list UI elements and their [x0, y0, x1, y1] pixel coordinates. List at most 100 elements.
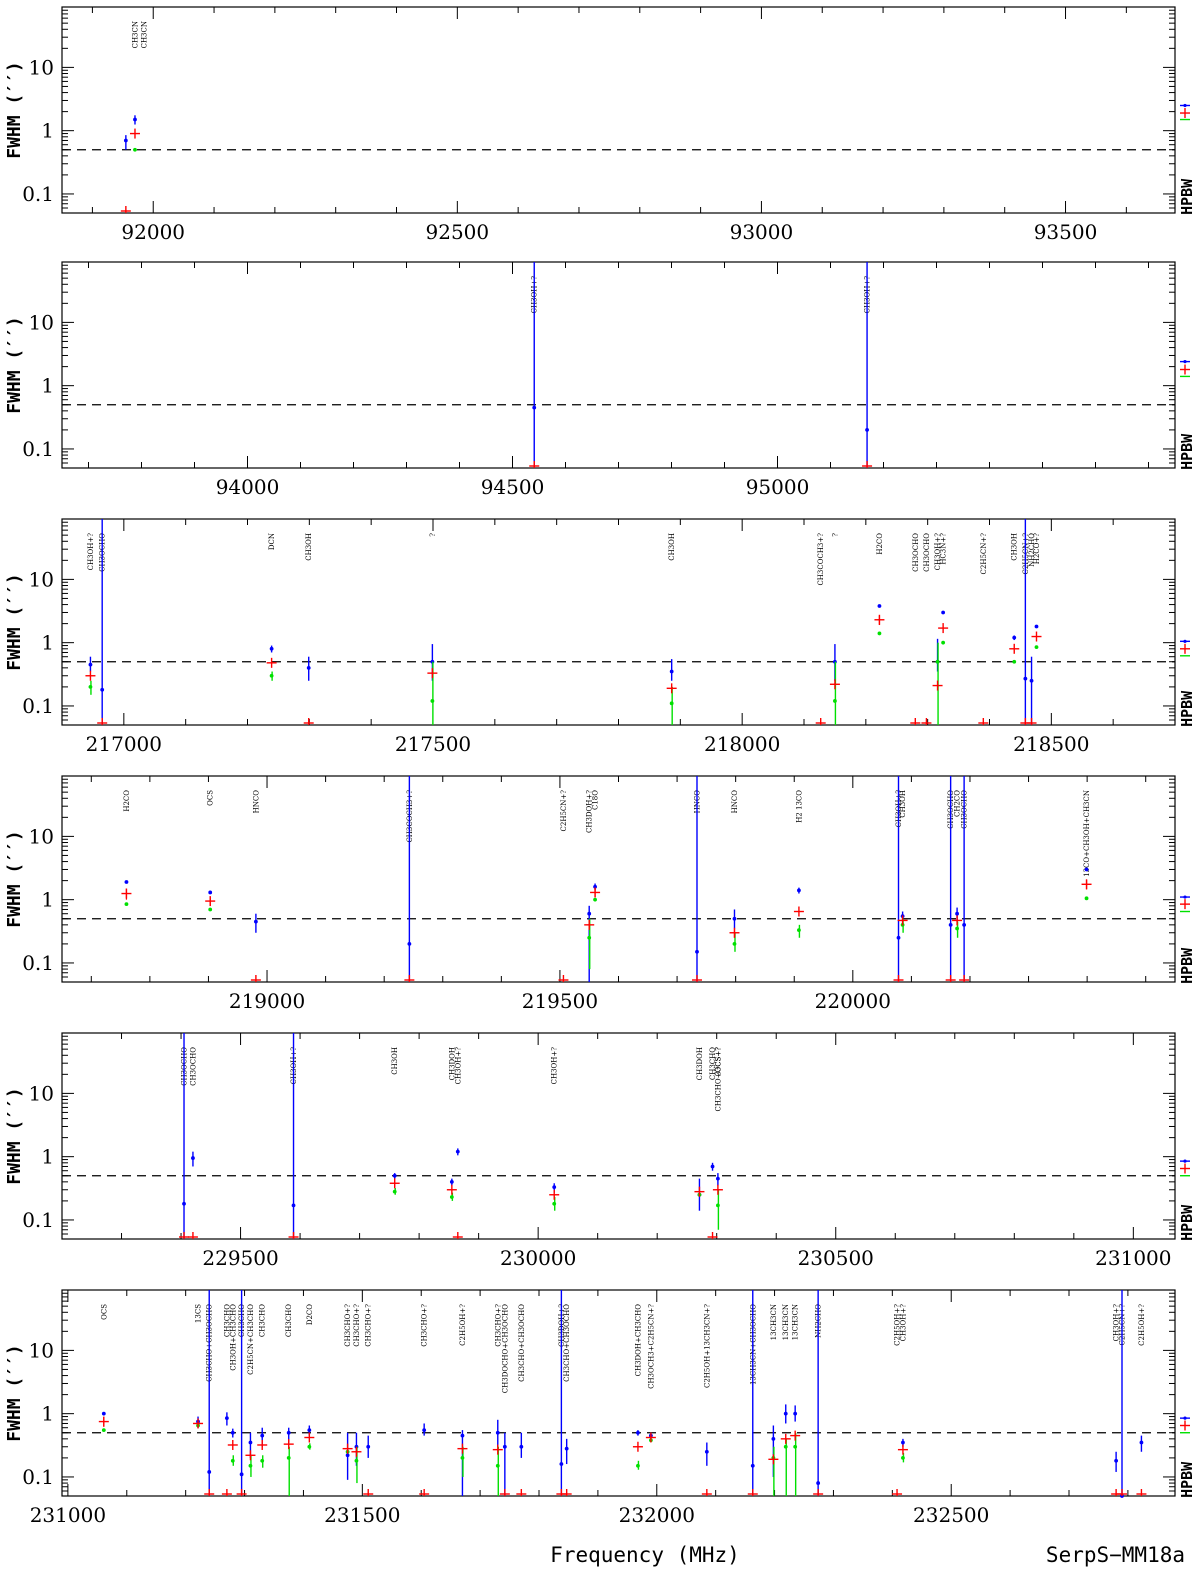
- point-blue: [552, 1185, 557, 1190]
- point-green: [1034, 645, 1039, 650]
- point-blue: [704, 1449, 709, 1454]
- point-blue: [793, 1411, 798, 1416]
- point-green: [901, 1456, 905, 1460]
- x-tick-label: 217000: [86, 732, 162, 756]
- chart-panel-1: 0.1 1 10 92000 92500 93000 93500 FWHM (′′) HPBW C…: [4, 6, 1196, 244]
- line-label: CH3CHO+?: [494, 1304, 502, 1347]
- point-green: [669, 701, 674, 706]
- line-label: CH3OH: [305, 533, 313, 561]
- point-green: [935, 659, 940, 664]
- point-green: [955, 926, 959, 931]
- point-green: [593, 897, 597, 902]
- chart-panel-5: 0.1 1 10 229500 230000 230500 231000 FWHM (′′) H…: [4, 1032, 1196, 1270]
- line-label: OCS: [207, 790, 215, 806]
- line-label: 13CH3CN: [782, 1304, 790, 1340]
- y-axis-title: FWHM (′′): [4, 61, 25, 159]
- y-tick-label: 1: [41, 119, 54, 143]
- plot-frame: [61, 775, 1176, 983]
- point-green: [248, 1463, 253, 1468]
- line-label: CH3OH+?: [551, 1047, 559, 1085]
- line-label: CH3OH+?: [934, 533, 942, 571]
- line-label: CH3OH: [668, 533, 676, 561]
- line-label: CH3OH: [1011, 533, 1019, 561]
- point-blue: [1114, 1458, 1119, 1463]
- line-label: C2H5CN+CH3CHO: [247, 1304, 255, 1375]
- point-blue: [710, 1164, 715, 1169]
- y-tick-label: 0.1: [22, 951, 54, 975]
- hpbw-label: HPBW: [1178, 690, 1196, 727]
- line-label: CH3CHO+?: [421, 1304, 429, 1347]
- point-blue: [101, 1411, 106, 1416]
- line-label: CH3OH+?: [899, 1304, 907, 1342]
- point-blue: [407, 942, 412, 946]
- x-tick-label: 230000: [500, 1246, 576, 1270]
- point-green: [101, 1428, 106, 1432]
- line-label: C2H5OH+13CH3CN+?: [703, 1304, 711, 1388]
- chart-panel-2: 0.1 1 10 94000 94500 95000 FWHM (′′) HPBW CH3OH+…: [4, 261, 1196, 499]
- point-blue: [460, 1433, 465, 1438]
- point-blue: [239, 1472, 244, 1477]
- line-label: H2CO+?: [1033, 533, 1041, 565]
- point-blue: [224, 1416, 229, 1421]
- line-label: CH3CHO+?: [344, 1304, 352, 1347]
- data-markers: CH3OCHOCH3OCHOCH3OH+?CH3OHCH3DOHCH3OH+?C…: [179, 1033, 723, 1239]
- line-label: D2CO: [306, 1304, 314, 1325]
- line-label: CH3CHO: [709, 1047, 717, 1080]
- point-blue: [732, 916, 737, 921]
- y-tick-label: 10: [29, 1081, 54, 1105]
- hpbw-label: HPBW: [1178, 178, 1196, 215]
- point-green: [793, 1444, 798, 1449]
- chart-panel-3: 0.1 1 10 217000 217500 218000 218500 FWHM (′′) H…: [4, 518, 1196, 756]
- data-markers: CH3OH+?CH3OCHODCNCH3OH?CH3OHCH3COCH3+??H…: [85, 519, 1042, 725]
- hpbw-label: HPBW: [1178, 1461, 1196, 1498]
- hpbw-label: HPBW: [1178, 433, 1196, 470]
- x-tick-label: 94000: [216, 475, 280, 499]
- plot-frame: [61, 518, 1176, 726]
- point-green: [636, 1463, 640, 1468]
- line-label: CH3OH: [899, 790, 907, 818]
- point-blue: [559, 1462, 564, 1466]
- point-blue: [88, 662, 93, 667]
- line-label: CH3CHO+?: [353, 1304, 361, 1347]
- x-tick-label: 231000: [30, 1503, 106, 1527]
- point-blue: [519, 1444, 524, 1449]
- point-green: [124, 902, 129, 907]
- point-blue: [133, 117, 137, 122]
- line-label: CH3CHO+CH3OCHO: [563, 1304, 571, 1382]
- point-blue: [532, 405, 537, 410]
- line-label: ?: [429, 533, 437, 537]
- point-blue: [455, 1149, 460, 1154]
- point-blue: [941, 610, 946, 615]
- point-blue: [422, 1428, 427, 1432]
- point-blue: [100, 687, 105, 692]
- y-tick-label: 1: [41, 631, 54, 655]
- point-green: [208, 907, 213, 912]
- x-tick-label: 93500: [1034, 220, 1098, 244]
- line-label: CH3CHO: [285, 1304, 293, 1337]
- line-label: NH2CHO: [1028, 533, 1036, 567]
- x-axis-title: Frequency (MHz): [550, 1543, 740, 1567]
- point-blue: [208, 890, 213, 895]
- line-label: HNCO: [252, 790, 260, 814]
- point-blue: [797, 888, 801, 893]
- x-tick-label: 93000: [730, 220, 794, 244]
- point-blue: [901, 1440, 905, 1445]
- line-label: C18O: [592, 790, 600, 810]
- y-tick-label: 10: [29, 55, 54, 79]
- point-green: [941, 640, 946, 645]
- point-green: [260, 1458, 265, 1463]
- point-green: [495, 1463, 500, 1468]
- line-label: C2H5OH+?: [894, 1304, 902, 1346]
- point-blue: [366, 1444, 371, 1449]
- line-label: CH3CHO+OCS+?: [714, 1047, 722, 1112]
- line-label: H2CO: [123, 790, 131, 812]
- x-tick-label: 92000: [121, 220, 185, 244]
- line-label: DCN: [268, 533, 276, 550]
- line-label: HC3N+?: [940, 533, 948, 565]
- chart-panel-4: 0.1 1 10 219000 219500 220000 FWHM (′′) HPBW H2C…: [4, 775, 1196, 1013]
- point-blue: [695, 949, 699, 954]
- point-blue: [495, 1430, 500, 1435]
- line-label: CH3DOH+CH3CHO: [634, 1304, 642, 1377]
- y-minor-ticks: [62, 261, 1175, 469]
- x-tick-label: 232000: [619, 1503, 695, 1527]
